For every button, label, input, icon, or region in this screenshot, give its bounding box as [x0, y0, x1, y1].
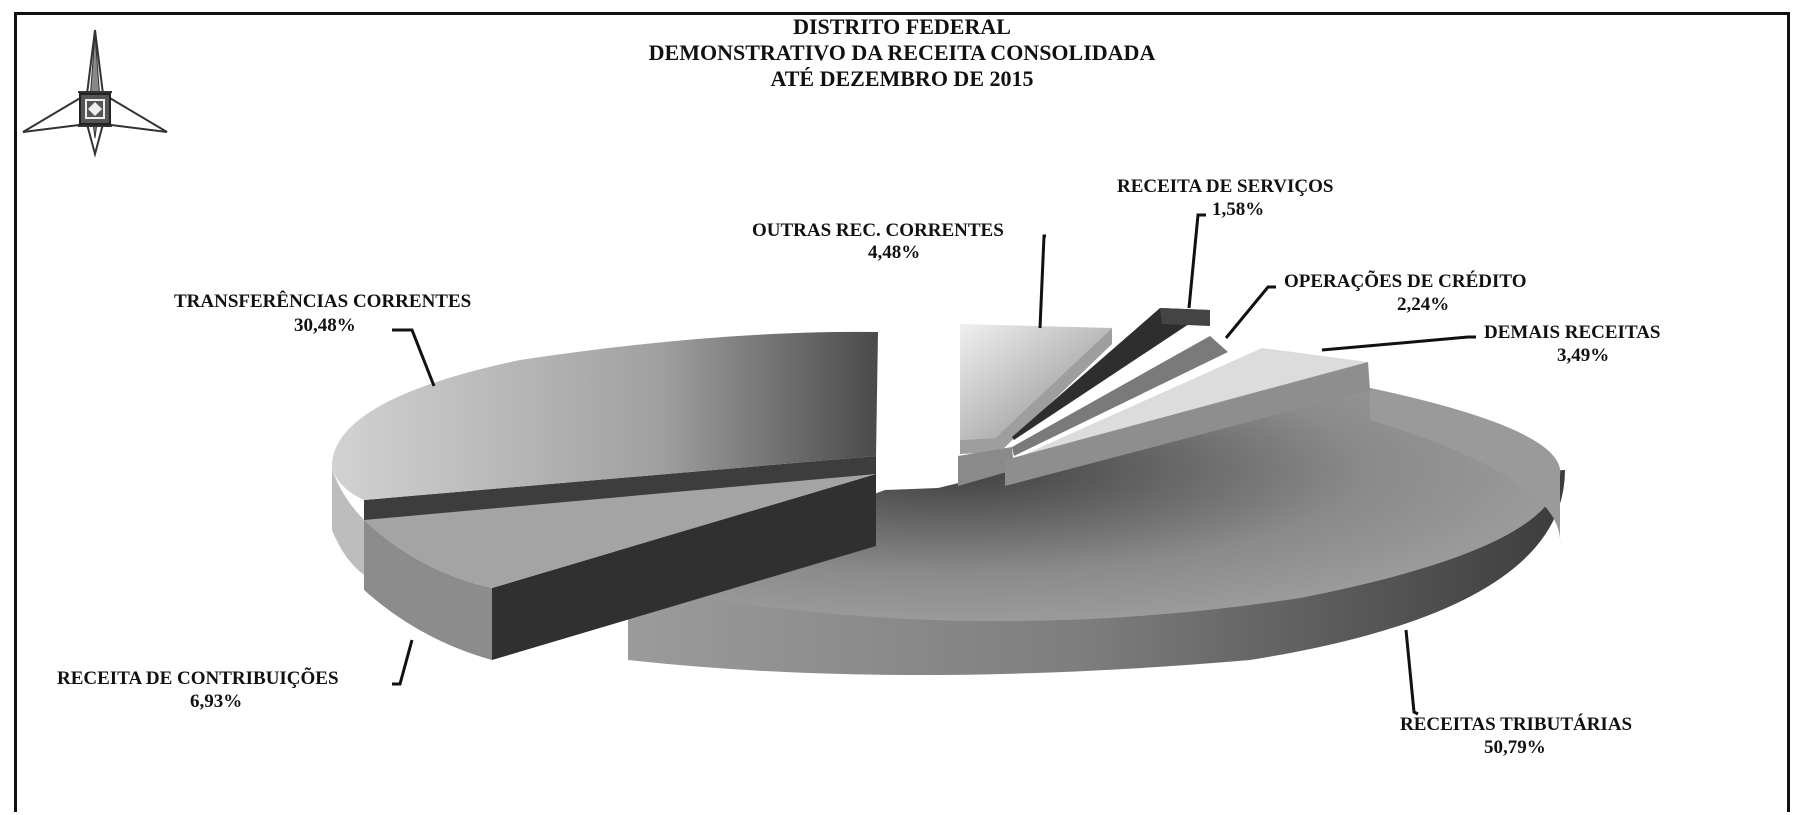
value-operacoes-credito: 2,24% [1397, 294, 1449, 315]
chart-subtitle-1: DEMONSTRATIVO DA RECEITA CONSOLIDADA [648, 40, 1156, 65]
slice-demais-receitas [1005, 348, 1370, 486]
leader-lines [392, 213, 1476, 716]
label-operacoes-credito: OPERAÇÕES DE CRÉDITO [1284, 270, 1526, 292]
label-transferencias-correntes: TRANSFERÊNCIAS CORRENTES [174, 290, 471, 312]
chart-titles: DISTRITO FEDERAL DEMONSTRATIVO DA RECEIT… [14, 14, 1790, 92]
value-receita-contribuicoes: 6,93% [190, 691, 242, 712]
leader-line-operacoes [1224, 285, 1276, 339]
slice-outras-rec-correntes [960, 324, 1112, 454]
value-transferencias-correntes: 30,48% [294, 315, 356, 336]
value-demais-receitas: 3,49% [1557, 345, 1609, 366]
slice-operacoes-credito [958, 336, 1228, 486]
label-demais-receitas: DEMAIS RECEITAS [1484, 322, 1661, 343]
leader-line-servicos [1187, 213, 1206, 309]
brasilia-coat-of-arms-logo [22, 29, 168, 158]
leader-line-contribuicoes [392, 639, 414, 686]
leader-line-transferencias [392, 328, 436, 387]
chart-title: DISTRITO FEDERAL [793, 14, 1011, 39]
slice-labels: TRANSFERÊNCIAS CORRENTES 30,48% OUTRAS R… [57, 176, 1661, 758]
value-receitas-tributarias: 50,79% [1484, 737, 1546, 758]
label-receita-contribuicoes: RECEITA DE CONTRIBUIÇÕES [57, 667, 339, 689]
chart-frame [14, 12, 1790, 812]
leader-line-demais [1321, 335, 1476, 352]
chart-subtitle-2: ATÉ DEZEMBRO DE 2015 [770, 66, 1034, 91]
slice-transferencias-correntes [331, 331, 879, 575]
value-receita-servicos: 1,58% [1212, 199, 1264, 220]
label-receitas-tributarias: RECEITAS TRIBUTÁRIAS [1400, 713, 1632, 735]
label-outras-rec-correntes: OUTRAS REC. CORRENTES [752, 220, 1004, 241]
slice-receita-servicos [1012, 308, 1210, 440]
value-outras-rec-correntes: 4,48% [868, 242, 920, 263]
leader-line-outras [1038, 234, 1046, 329]
leader-line-tributarias [1404, 629, 1419, 716]
label-receita-servicos: RECEITA DE SERVIÇOS [1117, 176, 1334, 197]
